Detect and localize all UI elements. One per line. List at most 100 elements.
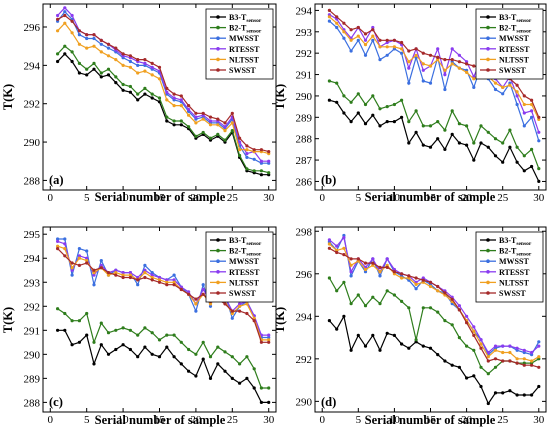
y-tick-label: 296 — [24, 22, 41, 34]
x-axis-label: Serial number of sample — [95, 413, 226, 427]
data-point — [259, 340, 263, 344]
legend-label-sub: sensor — [246, 18, 262, 24]
data-point — [356, 34, 360, 38]
data-point — [407, 66, 411, 70]
data-point — [63, 328, 67, 332]
data-point — [230, 129, 234, 133]
data-point — [530, 350, 534, 355]
data-point — [143, 61, 147, 65]
data-point — [371, 113, 375, 117]
data-point — [267, 400, 271, 404]
legend-label: B2-Tsensor — [229, 247, 262, 258]
data-point — [371, 257, 375, 261]
data-point — [172, 280, 176, 284]
data-point — [385, 38, 389, 42]
data-point — [530, 164, 534, 169]
legend-rtesst: RTESST — [210, 268, 260, 277]
data-point — [85, 259, 89, 263]
data-point — [378, 270, 382, 274]
data-point — [479, 365, 483, 369]
data-point — [216, 132, 220, 136]
data-point — [70, 273, 74, 277]
data-point — [378, 107, 382, 111]
data-point — [77, 61, 81, 65]
data-point — [493, 357, 498, 361]
data-point — [400, 115, 404, 119]
data-point — [223, 129, 227, 133]
data-point — [378, 265, 382, 269]
legend-label: SWSST — [229, 289, 256, 298]
series-line-b3 — [57, 329, 269, 403]
data-point — [400, 299, 404, 303]
data-point — [501, 141, 505, 145]
data-point — [150, 73, 154, 77]
data-point — [136, 71, 140, 75]
data-point — [92, 362, 96, 366]
legend-swatch-marker — [486, 15, 490, 19]
data-point — [443, 319, 447, 323]
legend-label-sub: sensor — [246, 252, 262, 258]
data-point — [472, 141, 476, 145]
data-point — [114, 271, 118, 275]
data-point — [165, 280, 169, 284]
data-point — [77, 254, 81, 258]
data-point — [515, 90, 519, 94]
data-point — [238, 140, 242, 144]
data-point — [128, 59, 132, 64]
legend-label-main: B3-T — [229, 236, 247, 245]
data-point — [165, 98, 169, 102]
data-point — [349, 38, 353, 42]
data-point — [522, 357, 526, 361]
y-tick-label: 293 — [24, 277, 41, 289]
data-point — [56, 17, 60, 21]
data-point — [327, 98, 331, 102]
data-point — [99, 343, 103, 347]
data-point — [223, 350, 227, 354]
data-point — [421, 68, 425, 72]
data-point — [407, 49, 411, 53]
data-point — [450, 58, 454, 62]
data-point — [150, 271, 154, 275]
legend-swatch-marker — [216, 291, 220, 295]
legend-mwsst: MWSST — [480, 257, 529, 266]
legend-swatch-marker — [216, 57, 220, 62]
y-tick-label: 292 — [296, 48, 313, 60]
data-point — [436, 58, 440, 62]
data-point — [335, 25, 339, 30]
data-point — [472, 85, 476, 89]
data-point — [479, 338, 483, 342]
legend-label-main: SWSST — [499, 66, 526, 75]
data-point — [194, 374, 198, 378]
data-point — [208, 119, 213, 123]
data-point — [400, 40, 404, 45]
legend-label: RTESST — [499, 268, 530, 277]
data-point — [172, 278, 176, 282]
data-point — [245, 155, 249, 159]
legend-label: B3-Tsensor — [499, 236, 532, 247]
data-point — [230, 376, 234, 380]
data-point — [356, 38, 360, 42]
legend-swsst: SWSST — [210, 66, 256, 75]
data-point — [70, 31, 74, 35]
y-tick-label: 292 — [24, 301, 41, 313]
data-point — [56, 52, 60, 56]
data-point — [392, 45, 396, 49]
data-point — [267, 333, 271, 337]
data-point — [172, 96, 176, 100]
data-point — [230, 316, 234, 320]
data-point — [537, 384, 541, 389]
data-point — [136, 92, 140, 96]
data-point — [114, 328, 118, 332]
legend-rtesst: RTESST — [480, 45, 530, 54]
data-point — [230, 121, 234, 125]
data-point — [436, 55, 440, 60]
data-point — [172, 92, 176, 96]
y-tick-label: 294 — [296, 311, 313, 323]
data-point — [70, 319, 74, 323]
data-point — [335, 21, 339, 25]
data-point — [267, 338, 271, 342]
data-point — [428, 64, 433, 68]
data-point — [70, 13, 74, 18]
data-point — [136, 283, 140, 287]
data-point — [378, 38, 382, 42]
